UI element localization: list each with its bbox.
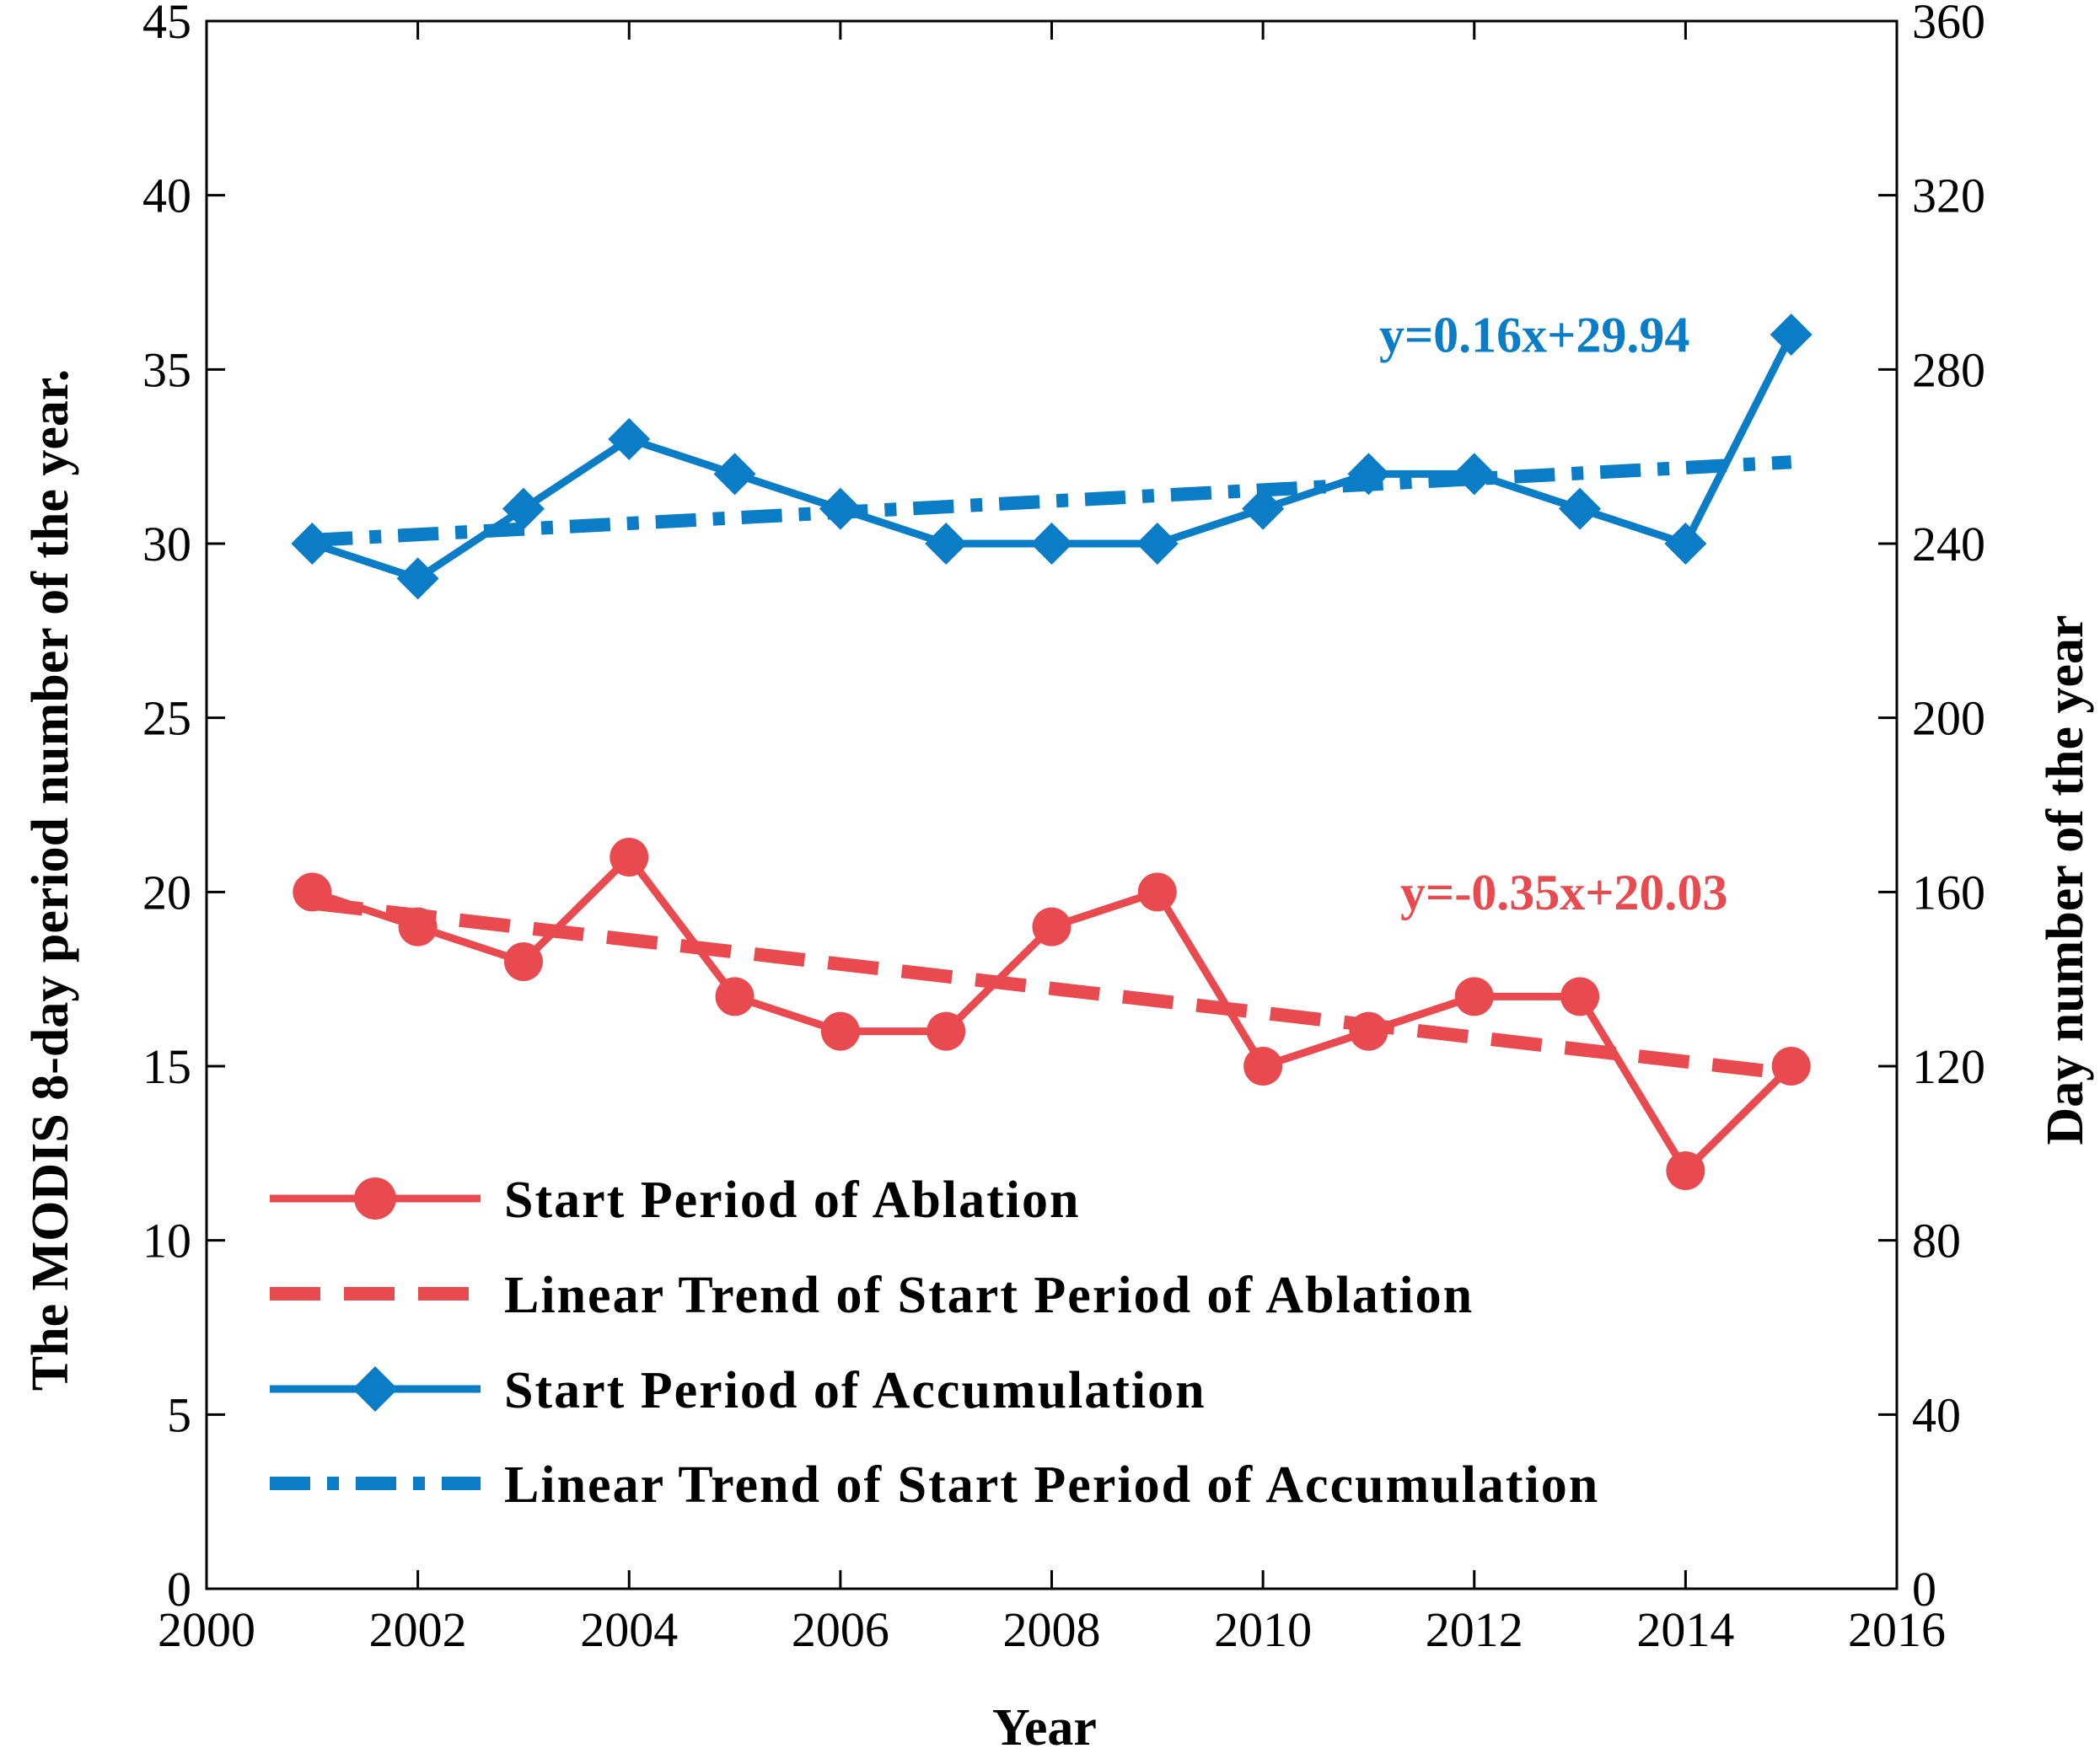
data-point-accumulation [1136,523,1179,565]
y-tick-label: 20 [142,865,191,920]
legend-label-accumulation-trend: Linear Trend of Start Period of Accumula… [504,1456,1599,1514]
data-point-accumulation [925,523,968,565]
data-point-accumulation [819,487,862,530]
y2-tick-label: 240 [1912,517,1985,571]
y2-tick-label: 40 [1912,1387,1961,1442]
y-tick-label: 10 [142,1214,191,1268]
x-tick-label: 2000 [158,1602,255,1657]
y-tick-label: 5 [167,1387,191,1442]
data-point-ablation [1137,872,1177,912]
data-point-accumulation [396,557,439,600]
y-axis-title: The MODIS 8-day period number of the yea… [22,369,79,1391]
x-tick-label: 2014 [1636,1602,1734,1657]
y-tick-label: 45 [142,0,191,49]
y-tick-label: 15 [142,1039,191,1094]
data-point-accumulation [1030,523,1073,565]
data-point-ablation [1771,1047,1811,1086]
legend-label-ablation-trend: Linear Trend of Start Period of Ablation [504,1267,1474,1324]
y-tick-label: 30 [142,517,191,571]
plot-frame-layer [205,19,1899,1590]
legend-label-accumulation: Start Period of Accumulation [504,1362,1206,1419]
y-tick-label: 35 [142,342,191,397]
data-point-ablation [820,1011,860,1051]
y2-tick-label: 280 [1912,342,1985,397]
data-point-accumulation [291,523,334,565]
plot-frame [205,19,1899,1590]
data-point-accumulation [1242,487,1285,530]
data-point-ablation [610,838,649,877]
trend-line-3 [311,455,1792,547]
data-point-ablation [715,977,755,1016]
annotations-layer: y=0.16x+29.94 y=-0.35x+20.03 [1379,308,1727,920]
legend-label-ablation: Start Period of Ablation [504,1172,1080,1229]
x-tick-label: 2004 [580,1602,678,1657]
y2-tick-label: 80 [1912,1214,1961,1268]
data-point-ablation [398,907,438,947]
data-point-ablation [1032,907,1071,947]
legend-item-accumulation: Start Period of Accumulation [270,1362,1206,1419]
legend-swatch-accumulation-marker [352,1366,398,1412]
data-point-accumulation [1453,453,1496,496]
legend-item-ablation-trend: Linear Trend of Start Period of Ablation [270,1267,1474,1324]
ticks-layer: 2000 2002 2004 2006 2008 2010 2012 2014 20160510… [142,0,1985,1657]
y2-tick-label: 160 [1912,865,1985,920]
legend-swatch-ablation-marker [354,1177,396,1220]
x-tick-label: 2002 [369,1602,467,1657]
legend-item-ablation: Start Period of Ablation [270,1172,1080,1229]
x-tick-label: 2016 [1848,1602,1946,1657]
data-point-accumulation [1770,314,1813,356]
x-tick-label: 2006 [792,1602,889,1657]
data-point-ablation [1243,1047,1283,1086]
data-point-ablation [926,1011,966,1051]
data-point-accumulation [1347,453,1390,496]
y2-tick-label: 200 [1912,691,1985,746]
markers-layer [291,314,1813,1190]
data-point-ablation [293,872,332,912]
y-tick-label: 0 [167,1562,191,1617]
data-point-ablation [1666,1151,1705,1190]
x-tick-label: 2008 [1003,1602,1101,1657]
x-tick-label: 2012 [1426,1602,1523,1657]
data-point-ablation [1349,1011,1388,1051]
data-point-accumulation [1559,487,1602,530]
data-point-accumulation [1664,523,1707,565]
data-point-accumulation [713,453,756,496]
data-point-ablation [1560,977,1600,1016]
y-tick-label: 25 [142,691,191,746]
y2-tick-label: 0 [1912,1562,1936,1617]
y2-tick-label: 320 [1912,169,1985,223]
legend-item-accumulation-trend: Linear Trend of Start Period of Accumula… [270,1456,1599,1514]
x-axis-title: Year [992,1699,1097,1756]
data-point-accumulation [502,487,545,530]
ablation-trend-equation: y=-0.35x+20.03 [1400,865,1727,920]
y2-axis-title: Day number of the year [2037,614,2094,1145]
accumulation-trend-equation: y=0.16x+29.94 [1379,308,1689,363]
legend: Start Period of Ablation Linear Trend of… [270,1172,1599,1514]
data-point-ablation [503,942,543,981]
y2-tick-label: 120 [1912,1039,1985,1094]
y2-tick-label: 360 [1912,0,1985,49]
data-point-ablation [1454,977,1494,1016]
x-tick-label: 2010 [1214,1602,1312,1657]
y-tick-label: 40 [142,169,191,223]
data-point-accumulation [608,418,651,460]
